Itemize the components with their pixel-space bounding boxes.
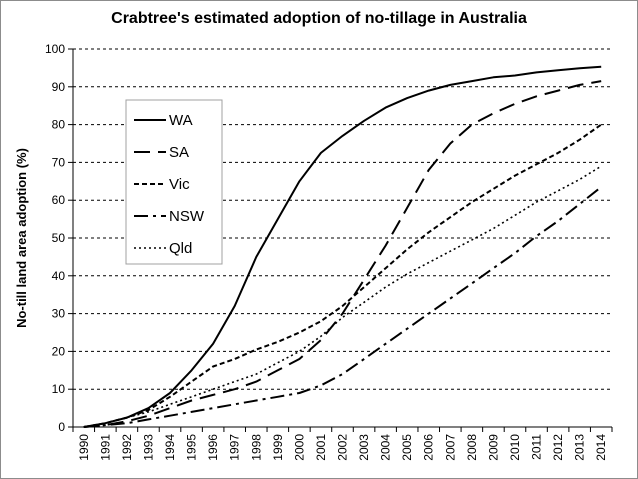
y-tick-label: 100 <box>45 42 65 56</box>
x-tick-label: 1998 <box>249 434 263 461</box>
chart-title: Crabtree's estimated adoption of no-till… <box>111 10 527 27</box>
y-tick-label: 80 <box>52 118 66 132</box>
legend-label-wa: WA <box>169 112 193 129</box>
series-lines <box>83 65 602 428</box>
x-tick-label: 1994 <box>163 434 177 461</box>
x-tick-label: 2009 <box>486 434 500 461</box>
y-tick-label: 60 <box>52 193 66 207</box>
x-tick-label: 1992 <box>120 434 134 461</box>
y-tick-label: 70 <box>52 155 66 169</box>
series-line-nsw <box>83 186 602 428</box>
x-tick-label: 2014 <box>594 434 608 461</box>
x-tick-label: 2013 <box>573 434 587 461</box>
x-tick-label: 2004 <box>379 434 393 461</box>
x-tick-label: 2011 <box>530 434 544 460</box>
legend-box <box>125 99 223 265</box>
series-line-wa <box>83 65 602 428</box>
x-tick-label: 2010 <box>508 434 522 461</box>
y-tick-label: 0 <box>58 420 65 434</box>
y-axis-ticks: 0 10 20 30 40 50 60 70 80 90 100 <box>45 42 73 434</box>
x-tick-label: 2002 <box>336 434 350 461</box>
x-tick-label: 2007 <box>443 434 457 461</box>
y-tick-label: 20 <box>52 344 66 358</box>
y-tick-label: 50 <box>52 231 66 245</box>
x-tick-label: 2008 <box>465 434 479 461</box>
x-tick-label: 1996 <box>206 434 220 461</box>
x-tick-label: 2005 <box>400 434 414 461</box>
x-axis-ticks: 1990 1991 1992 1993 1994 1995 1996 1997 1998 1999… <box>72 427 613 461</box>
x-tick-label: 1991 <box>98 434 112 461</box>
x-tick-label: 1990 <box>77 434 91 461</box>
series-line-sa <box>83 80 602 428</box>
x-tick-label: 2003 <box>357 434 371 461</box>
y-tick-label: 40 <box>52 269 66 283</box>
x-tick-label: 1999 <box>271 434 285 461</box>
legend-label-qld: Qld <box>169 240 192 257</box>
y-axis-label: No-till land area adoption (%) <box>14 148 29 328</box>
y-tick-label: 10 <box>52 382 66 396</box>
legend-label-nsw: NSW <box>169 208 205 225</box>
series-line-vic <box>83 123 602 428</box>
series-line-qld <box>83 165 602 428</box>
y-tick-label: 90 <box>52 80 66 94</box>
y-tick-label: 30 <box>52 307 66 321</box>
legend-label-vic: Vic <box>169 176 190 193</box>
x-tick-label: 2000 <box>292 434 306 461</box>
x-tick-label: 2012 <box>551 434 565 461</box>
x-tick-label: 2001 <box>314 434 328 461</box>
x-tick-label: 2006 <box>422 434 436 461</box>
legend: WA SA Vic NSW Qld <box>125 99 223 265</box>
legend-label-sa: SA <box>169 144 189 161</box>
x-tick-label: 1995 <box>185 434 199 461</box>
x-tick-label: 1997 <box>228 434 242 461</box>
x-tick-label: 1993 <box>141 434 155 461</box>
